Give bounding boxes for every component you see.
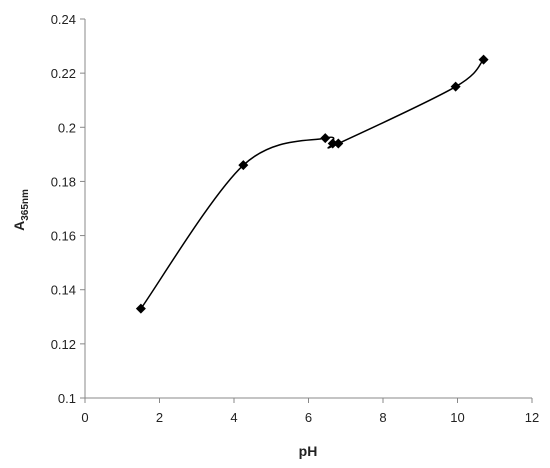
y-axis-label: A365nm <box>11 189 31 231</box>
y-tick-label: 0.2 <box>58 120 76 135</box>
y-label-main: A <box>11 221 27 231</box>
y-tick-label: 0.16 <box>51 229 76 244</box>
x-tick-label: 8 <box>379 410 386 425</box>
y-tick-label: 0.1 <box>58 391 76 406</box>
marker <box>450 81 461 92</box>
x-tick-label: 10 <box>450 410 464 425</box>
marker <box>327 138 338 149</box>
x-tick-label: 12 <box>525 410 539 425</box>
x-tick-label: 6 <box>305 410 312 425</box>
marker <box>320 133 331 144</box>
x-tick-label: 0 <box>81 410 88 425</box>
marker <box>333 138 344 149</box>
y-tick-label: 0.22 <box>51 66 76 81</box>
y-label-subscript: 365nm <box>20 189 31 221</box>
marker <box>238 160 249 171</box>
x-axis-label: pH <box>299 443 318 459</box>
y-tick-label: 0.14 <box>51 283 76 298</box>
marker <box>478 54 489 65</box>
series-line <box>140 59 485 310</box>
y-tick-label: 0.18 <box>51 174 76 189</box>
marker <box>135 303 146 314</box>
y-tick-label: 0.12 <box>51 337 76 352</box>
x-tick-label: 2 <box>156 410 163 425</box>
y-tick-label: 0.24 <box>51 12 76 27</box>
x-tick-label: 4 <box>230 410 237 425</box>
